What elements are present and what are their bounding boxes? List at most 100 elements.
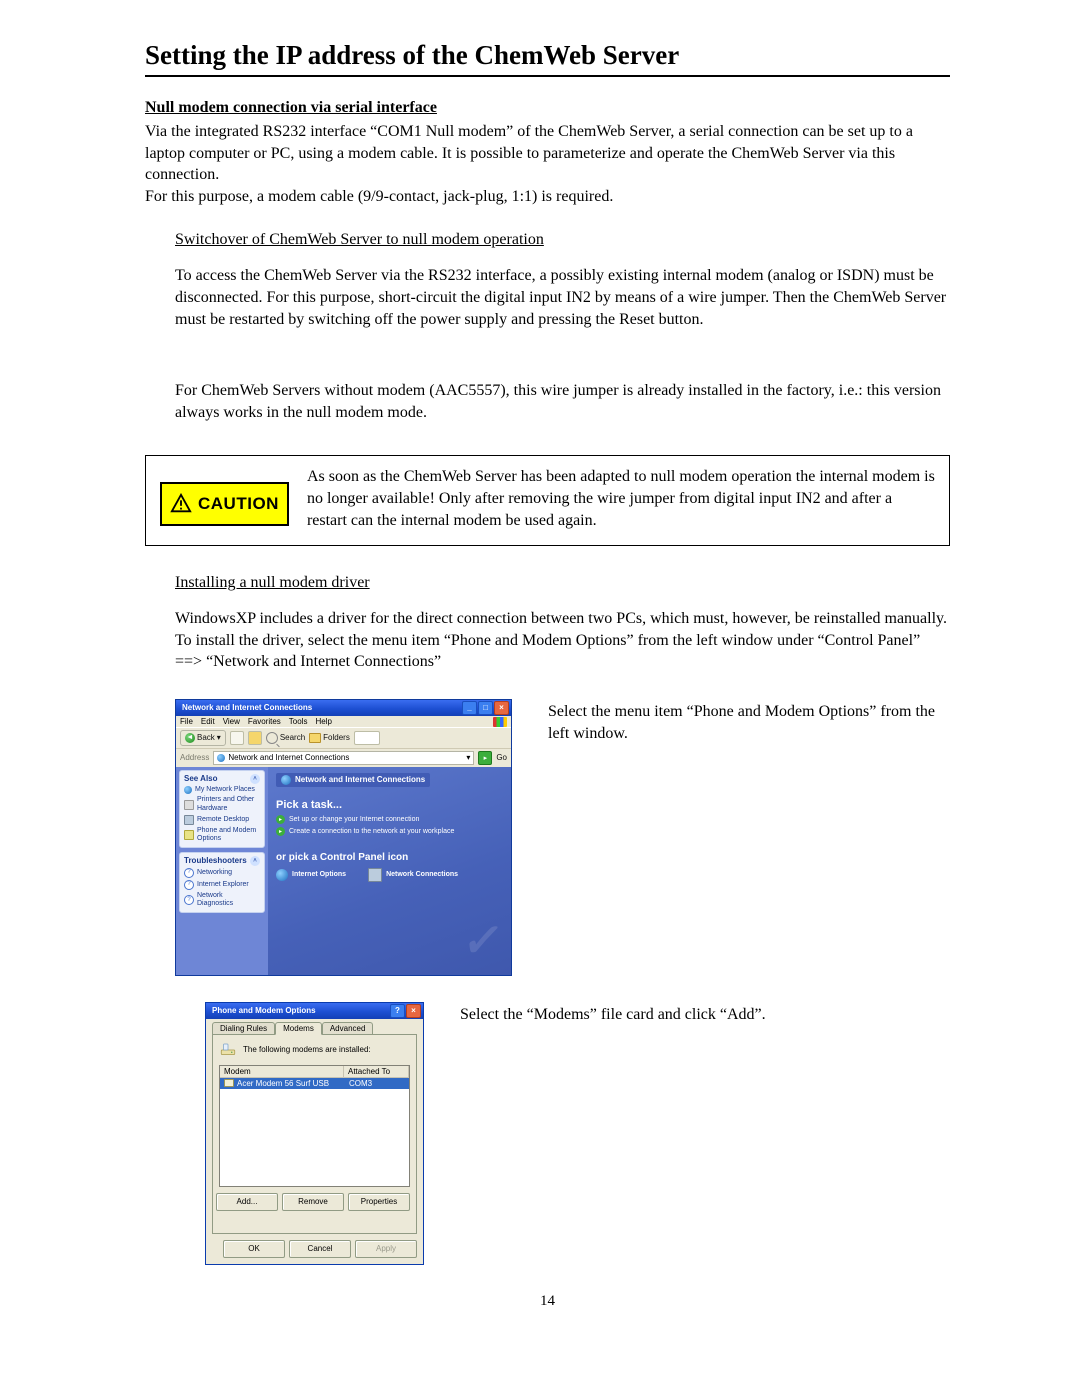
sidebar-item-diagnostics[interactable]: ?Network Diagnostics (184, 892, 260, 909)
row-modem-name: Acer Modem 56 Surf USB (237, 1079, 329, 1088)
menu-bar: File Edit View Favorites Tools Help (176, 716, 511, 727)
minimize-button[interactable]: _ (462, 701, 477, 715)
pick-cp-heading: or pick a Control Panel icon (276, 852, 503, 863)
remove-button[interactable]: Remove (282, 1193, 344, 1211)
back-icon: ◄ (185, 733, 195, 743)
forward-button[interactable] (230, 731, 244, 745)
collapse-icon[interactable]: ˄ (250, 774, 260, 784)
modem-icon (224, 1079, 234, 1087)
list-header: Modem Attached To (220, 1066, 409, 1078)
page-title: Setting the IP address of the ChemWeb Se… (145, 40, 950, 71)
go-button[interactable]: ▸ (478, 751, 492, 765)
checkmark-watermark-icon: ✓ (460, 913, 508, 967)
caution-box: CAUTION As soon as the ChemWeb Server ha… (145, 455, 950, 546)
para-3: For ChemWeb Servers without modem (AAC55… (175, 380, 950, 423)
caution-badge: CAUTION (160, 482, 289, 526)
arrow-icon: ▸ (276, 827, 285, 836)
back-button[interactable]: ◄ Back ▾ (180, 730, 226, 746)
side-panel: See Also ˄ My Network Places Printers and… (176, 767, 268, 975)
cancel-button[interactable]: Cancel (289, 1240, 351, 1258)
subheading-1: Switchover of ChemWeb Server to null mod… (175, 231, 950, 249)
title-rule (145, 75, 950, 77)
ok-button[interactable]: OK (223, 1240, 285, 1258)
apply-button[interactable]: Apply (355, 1240, 417, 1258)
close-button[interactable]: × (406, 1004, 421, 1018)
menu-favorites[interactable]: Favorites (248, 717, 281, 726)
menu-file[interactable]: File (180, 717, 193, 726)
network-icon (368, 868, 382, 882)
properties-button[interactable]: Properties (348, 1193, 410, 1211)
para-2: To access the ChemWeb Server via the RS2… (175, 265, 950, 330)
task-create-workplace-connection[interactable]: ▸Create a connection to the network at y… (276, 827, 503, 836)
screenshot-phone-modem-dialog: Phone and Modem Options ? × Dialing Rule… (205, 1002, 424, 1265)
sidebar-item-ie[interactable]: ?Internet Explorer (184, 880, 260, 890)
printer-icon (184, 800, 194, 810)
row-attached-to: COM3 (345, 1078, 409, 1089)
para-4: WindowsXP includes a driver for the dire… (175, 608, 950, 673)
cp-internet-options[interactable]: Internet Options (276, 868, 346, 882)
menu-view[interactable]: View (223, 717, 240, 726)
dialog-titlebar[interactable]: Phone and Modem Options ? × (206, 1003, 423, 1019)
col-attached-to[interactable]: Attached To (344, 1066, 409, 1077)
views-button[interactable] (354, 731, 380, 745)
globe-icon (281, 775, 291, 785)
cp-network-connections[interactable]: Network Connections (368, 868, 458, 882)
window-titlebar[interactable]: Network and Internet Connections _ □ × (176, 700, 511, 716)
monitor-icon (184, 815, 194, 825)
address-label: Address (180, 753, 209, 762)
main-panel: Network and Internet Connections Pick a … (268, 767, 511, 975)
chevron-down-icon[interactable]: ▾ (466, 753, 470, 762)
back-label: Back (197, 733, 215, 742)
troubleshooters-heading: Troubleshooters (184, 856, 247, 865)
windows-flag-icon (493, 717, 507, 727)
search-label: Search (280, 733, 305, 742)
arrow-icon: ▸ (276, 815, 285, 824)
up-button[interactable] (248, 731, 262, 745)
search-icon (266, 732, 278, 744)
list-row-selected[interactable]: Acer Modem 56 Surf USB COM3 (220, 1078, 409, 1089)
maximize-button[interactable]: □ (478, 701, 493, 715)
task-setup-internet[interactable]: ▸Set up or change your Internet connecti… (276, 815, 503, 824)
address-bar: Address Network and Internet Connections… (176, 748, 511, 767)
sidebar-item-my-network-places[interactable]: My Network Places (184, 786, 260, 794)
go-label: Go (496, 753, 507, 762)
folder-icon (309, 733, 321, 743)
caution-label: CAUTION (198, 494, 279, 514)
screenshot2-caption: Select the “Modems” file card and click … (460, 1002, 950, 1026)
see-also-card: See Also ˄ My Network Places Printers and… (179, 770, 265, 848)
add-button[interactable]: Add... (216, 1193, 278, 1211)
close-button[interactable]: × (494, 701, 509, 715)
address-value: Network and Internet Connections (228, 753, 349, 762)
see-also-heading: See Also (184, 774, 218, 783)
address-field[interactable]: Network and Internet Connections ▾ (213, 751, 474, 765)
col-modem[interactable]: Modem (220, 1066, 344, 1077)
sidebar-item-networking[interactable]: ?Networking (184, 868, 260, 878)
collapse-icon[interactable]: ˄ (250, 856, 260, 866)
globe-icon (276, 869, 288, 881)
globe-icon (217, 754, 225, 762)
tab-panel: The following modems are installed: Mode… (212, 1034, 417, 1234)
sidebar-item-remote-desktop[interactable]: Remote Desktop (184, 815, 260, 825)
menu-help[interactable]: Help (315, 717, 331, 726)
help-button[interactable]: ? (390, 1004, 405, 1018)
folders-label: Folders (323, 733, 350, 742)
modems-listview[interactable]: Modem Attached To Acer Modem 56 Surf USB… (219, 1065, 410, 1187)
tab-strip: Dialing Rules Modems Advanced (212, 1021, 417, 1034)
menu-tools[interactable]: Tools (289, 717, 308, 726)
installed-modems-label: The following modems are installed: (219, 1041, 410, 1059)
subheading-2: Installing a null modem driver (175, 574, 950, 592)
phone-modem-icon (219, 1041, 237, 1059)
search-button[interactable]: Search (266, 732, 305, 744)
sidebar-item-printers[interactable]: Printers and Other Hardware (184, 796, 260, 813)
folders-button[interactable]: Folders (309, 733, 350, 743)
dialog-title: Phone and Modem Options (212, 1006, 390, 1015)
sidebar-item-phone-modem[interactable]: Phone and Modem Options (184, 827, 260, 844)
tab-modems[interactable]: Modems (275, 1022, 322, 1035)
menu-edit[interactable]: Edit (201, 717, 215, 726)
page-number: 14 (145, 1293, 950, 1310)
para-1a: Via the integrated RS232 interface “COM1… (145, 121, 950, 186)
help-icon: ? (184, 868, 194, 878)
chevron-down-icon: ▾ (217, 733, 221, 742)
pick-task-heading: Pick a task... (276, 799, 503, 811)
help-icon: ? (184, 880, 194, 890)
